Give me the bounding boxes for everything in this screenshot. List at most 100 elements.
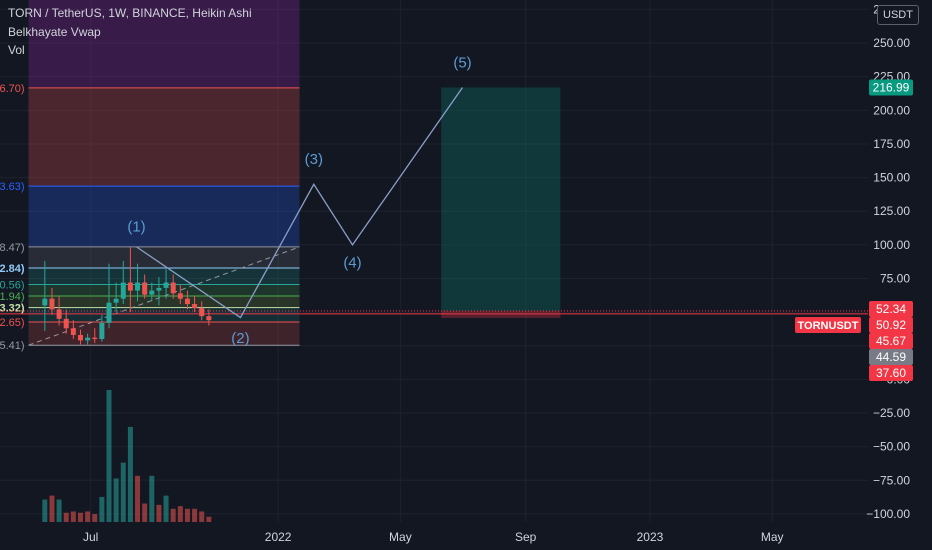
candle-body — [113, 298, 119, 303]
price-label-text: 52.34 — [876, 302, 906, 316]
volume-bar — [149, 475, 155, 522]
volume-bar — [92, 514, 98, 522]
wave-label: (3) — [305, 151, 323, 168]
volume-bar — [49, 495, 55, 522]
volume-bar — [77, 512, 83, 522]
fib-level-label: 0.236(42.65) — [0, 317, 25, 329]
price-label-box — [869, 316, 913, 333]
volume-bar — [163, 495, 169, 522]
symbol-title: TORN / TetherUS, 1W, BINANCE, Heikin Ash… — [8, 6, 252, 20]
fib-level-label: 0(25.41) — [0, 340, 25, 352]
volume-bar — [192, 508, 198, 522]
y-tick-label: −75.00 — [873, 473, 910, 487]
volume-bar — [177, 506, 183, 522]
fib-zone — [28, 267, 300, 285]
wave-label: (4) — [343, 255, 361, 272]
volume-bar — [127, 426, 133, 522]
symbol-tag-box — [795, 316, 861, 333]
volume-bar — [206, 516, 212, 522]
candle-body — [120, 282, 126, 299]
candle-body — [63, 318, 69, 329]
y-tick-label: 150.00 — [873, 171, 910, 185]
fib-level-label: 1(98.47) — [0, 242, 25, 254]
volume-bar — [85, 511, 91, 522]
fib-zone-top — [28, 0, 300, 88]
price-label-text: 44.59 — [876, 350, 906, 364]
price-label-box — [869, 348, 913, 365]
volume-bar — [70, 511, 76, 522]
candle-body — [192, 304, 198, 309]
price-label-text: 216.99 — [873, 80, 910, 94]
y-tick-label: −50.00 — [873, 440, 910, 454]
wave-label: (2) — [231, 330, 249, 347]
candle-body — [56, 309, 62, 319]
candle-body — [199, 308, 205, 317]
candle-body — [85, 337, 91, 341]
candle-body — [177, 293, 183, 299]
candle-body — [99, 322, 105, 340]
y-tick-label: 175.00 — [873, 137, 910, 151]
price-label-box — [869, 300, 913, 317]
candle-body — [142, 282, 148, 295]
candle-body — [92, 337, 98, 340]
volume-bar — [156, 504, 162, 522]
x-tick-label: 2023 — [637, 530, 664, 544]
volume-bar — [142, 503, 148, 522]
y-tick-label: −100.00 — [866, 507, 910, 521]
y-tick-label: 250.00 — [873, 36, 910, 50]
axis-unit-button[interactable]: USDT — [877, 5, 919, 25]
candle-body — [42, 298, 48, 306]
x-tick-label: 2022 — [265, 530, 292, 544]
price-label-box — [869, 332, 913, 349]
candle-body — [70, 328, 76, 335]
target-stop-zone — [441, 310, 561, 318]
candle-body — [184, 298, 190, 305]
indicator-volume-label: Vol — [8, 43, 25, 57]
volume-bar — [106, 390, 112, 522]
symbol-tag-text: TORNUSDT — [798, 320, 859, 332]
y-tick-label: 125.00 — [873, 204, 910, 218]
indicator-vwap-label: Belkhayate Vwap — [8, 25, 101, 39]
volume-bar — [184, 508, 190, 522]
fib-level-label: 0.5(61.94) — [0, 291, 25, 303]
fib-level-label: 0.618(70.56) — [0, 279, 25, 291]
candle-body — [170, 282, 176, 294]
volume-bar — [135, 475, 141, 522]
volume-bar — [199, 511, 205, 522]
y-tick-label: 200.00 — [873, 103, 910, 117]
price-label-box — [869, 364, 913, 381]
target-profit-zone — [441, 87, 561, 311]
fib-level-label: 1.618(143.63) — [0, 181, 25, 193]
fib-zone — [28, 296, 300, 308]
price-label-box — [869, 79, 913, 96]
x-tick-label: May — [761, 530, 784, 544]
price-label-text: 50.92 — [876, 318, 906, 332]
candle-body — [149, 290, 155, 295]
fib-level-label: 2.618(216.70) — [0, 83, 25, 95]
fib-zone — [28, 87, 300, 187]
volume-bar — [113, 478, 119, 522]
price-label-text: 45.67 — [876, 334, 906, 348]
volume-bar — [42, 499, 48, 522]
candle-body — [77, 334, 83, 341]
candle-body — [49, 298, 55, 310]
volume-bar — [120, 462, 126, 522]
volume-bar — [63, 512, 69, 522]
candle-body — [135, 282, 141, 291]
fib-zone — [28, 246, 300, 268]
candle-body — [127, 282, 133, 291]
wave-label: (1) — [127, 218, 145, 235]
y-tick-label: 100.00 — [873, 238, 910, 252]
fib-level-label: 0.382(53.32) — [0, 303, 25, 315]
volume-bar — [99, 496, 105, 522]
fib-zone — [28, 186, 300, 247]
y-tick-label: 75.00 — [880, 271, 910, 285]
price-label-text: 37.60 — [876, 366, 906, 380]
y-tick-label: −25.00 — [873, 406, 910, 420]
fib-level-label: 0.786(82.84) — [0, 263, 25, 275]
fib-zone — [28, 284, 300, 297]
volume-bar — [56, 499, 62, 522]
wave-label: (5) — [453, 54, 471, 71]
elliott-wave-path — [136, 87, 464, 319]
